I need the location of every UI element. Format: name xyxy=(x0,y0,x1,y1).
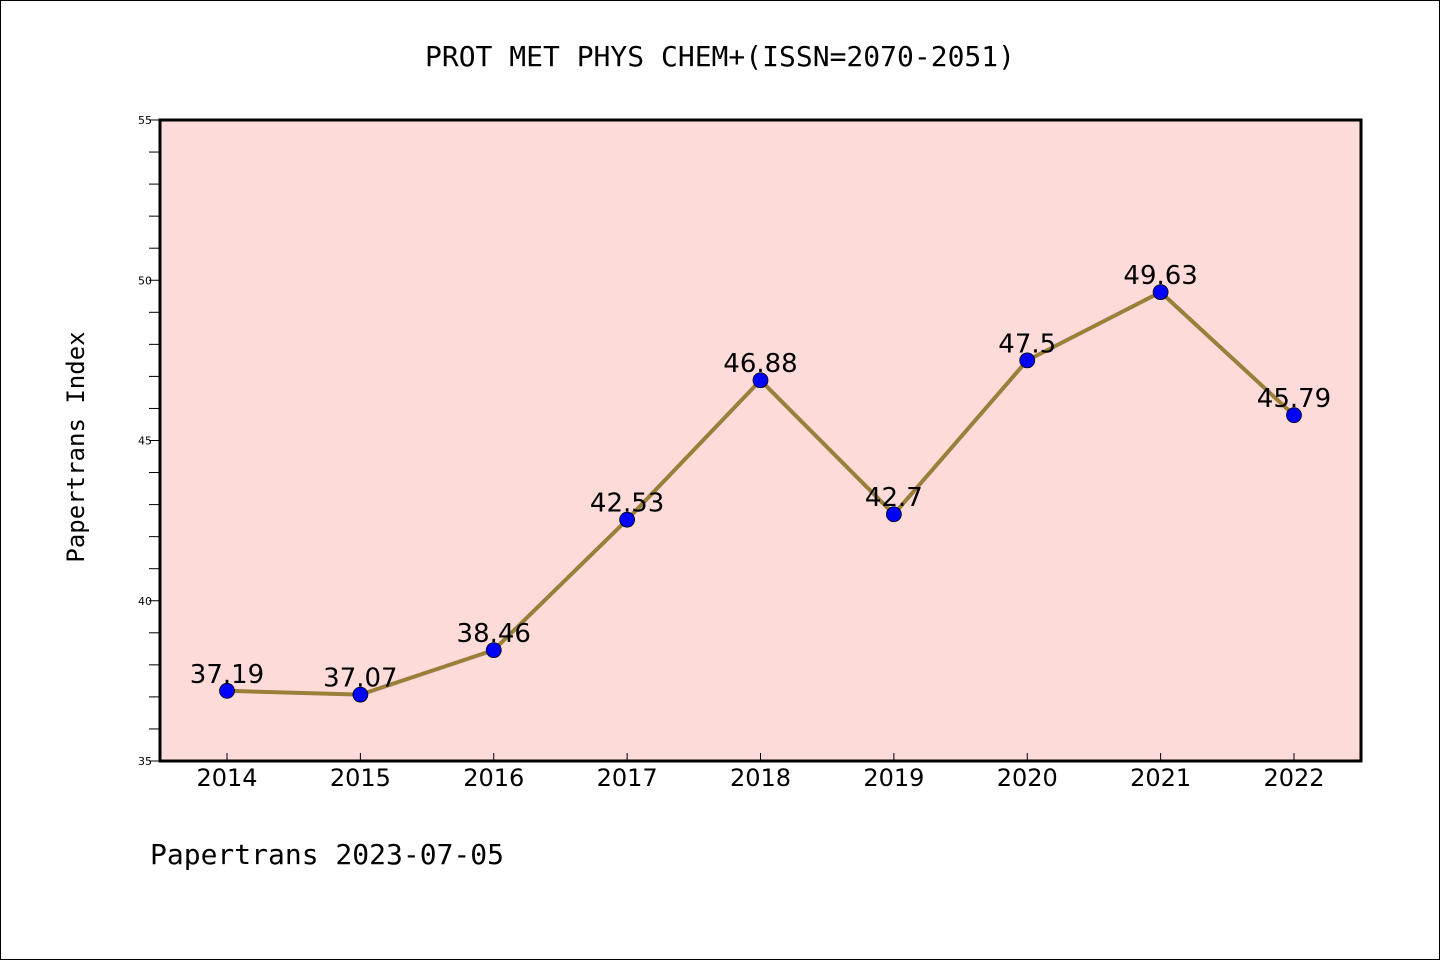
data-point xyxy=(1152,284,1169,301)
data-point xyxy=(352,686,369,703)
x-tick-label: 2015 xyxy=(330,764,391,792)
x-tick-label: 2018 xyxy=(730,764,791,792)
data-point xyxy=(1286,407,1302,424)
data-label: 47.5 xyxy=(998,329,1056,359)
x-tick-label: 2016 xyxy=(463,764,524,792)
x-tick-label: 2021 xyxy=(1130,764,1191,792)
y-axis-label: Papertrans Index xyxy=(62,331,90,562)
data-point xyxy=(885,506,902,523)
x-tick-label: 2022 xyxy=(1263,764,1324,792)
data-label: 38.46 xyxy=(457,619,531,649)
data-point xyxy=(1019,352,1036,369)
y-tick-label: 35 xyxy=(138,755,152,768)
footer-text: Papertrans 2023-07-05 xyxy=(150,838,504,871)
y-tick-label: 40 xyxy=(138,595,152,608)
x-tick-label: 2019 xyxy=(863,764,924,792)
y-axis: 35 40 45 50 55 xyxy=(138,114,160,768)
data-point xyxy=(619,511,636,528)
y-tick-label: 55 xyxy=(138,114,152,127)
x-tick-label: 2014 xyxy=(196,764,257,792)
data-point xyxy=(752,372,769,389)
data-point xyxy=(485,642,502,659)
data-label: 42.7 xyxy=(865,483,923,513)
y-tick-label: 45 xyxy=(138,435,152,448)
x-tick-label: 2017 xyxy=(597,764,658,792)
x-axis: 2014 2015 2016 2017 2018 2019 2020 2021 2022 xyxy=(196,753,1325,792)
data-label: 42.53 xyxy=(590,489,664,519)
y-tick-label: 50 xyxy=(138,274,152,287)
x-tick-label: 2020 xyxy=(997,764,1058,792)
data-label: 37.19 xyxy=(190,660,264,690)
plot-area xyxy=(158,118,1363,763)
series-layer: 37.19 37.07 38.46 42.53 46.88 42.7 47.5 49.63 45… xyxy=(190,261,1331,703)
data-label: 45.79 xyxy=(1257,384,1331,414)
data-label: 37.07 xyxy=(323,664,397,694)
data-label: 49.63 xyxy=(1123,261,1197,291)
chart-title: PROT MET PHYS CHEM+(ISSN=2070-2051) xyxy=(425,40,1015,73)
data-label: 46.88 xyxy=(723,349,797,379)
data-point xyxy=(219,682,235,699)
